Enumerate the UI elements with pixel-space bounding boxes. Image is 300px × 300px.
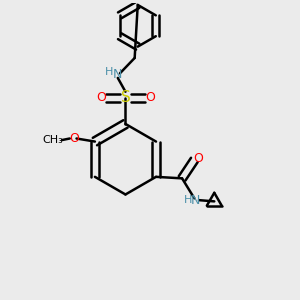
Text: O: O: [193, 152, 203, 165]
Text: N: N: [112, 68, 122, 81]
Text: O: O: [69, 132, 79, 145]
Text: H: H: [183, 195, 192, 205]
Text: O: O: [96, 92, 106, 104]
Text: O: O: [145, 92, 155, 104]
Text: H: H: [105, 68, 114, 77]
Text: CH₃: CH₃: [43, 135, 63, 145]
Text: S: S: [121, 90, 130, 105]
Text: N: N: [190, 194, 200, 207]
